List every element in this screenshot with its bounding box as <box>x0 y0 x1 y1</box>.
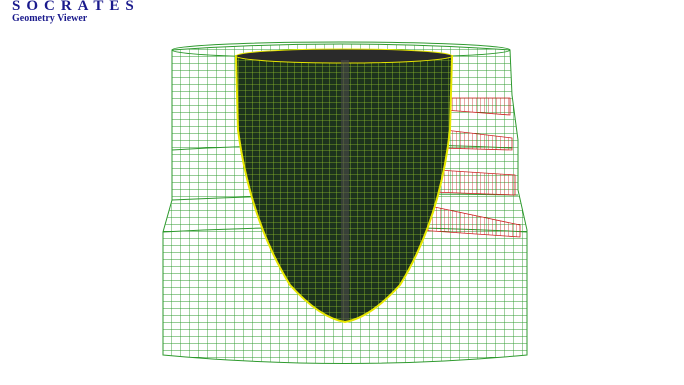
geometry-canvas <box>0 0 684 385</box>
page: Geometry Viewer {"header": {"title": "SO… <box>0 0 684 385</box>
viewer: SOCRATES Geometry Viewer (() => { const … <box>0 0 684 385</box>
